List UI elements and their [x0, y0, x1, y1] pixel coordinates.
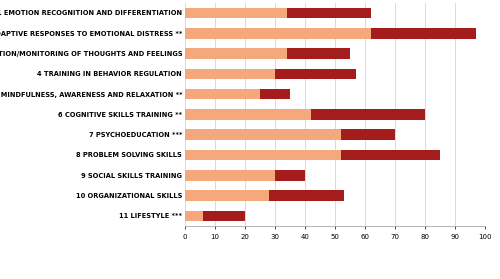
Bar	[185, 28, 476, 39]
Bar	[185, 48, 350, 59]
Bar	[185, 150, 341, 160]
Bar	[185, 190, 269, 201]
Bar	[185, 190, 344, 201]
Legend: WINNING EXTERNALIZING (N=64), EXTERNALIZING ALL TRIALS (N=110): WINNING EXTERNALIZING (N=64), EXTERNALIZ…	[186, 278, 484, 279]
Bar	[185, 170, 305, 181]
Bar	[185, 48, 287, 59]
Bar	[185, 8, 287, 18]
Bar	[185, 129, 341, 140]
Bar	[185, 69, 356, 79]
Bar	[185, 69, 275, 79]
Bar	[185, 89, 260, 99]
Bar	[185, 211, 203, 221]
Bar	[185, 150, 440, 160]
Bar	[185, 129, 395, 140]
Bar	[185, 109, 425, 120]
Bar	[185, 170, 275, 181]
Bar	[185, 109, 311, 120]
Bar	[185, 89, 290, 99]
Bar	[185, 28, 371, 39]
Bar	[185, 8, 371, 18]
Bar	[185, 211, 245, 221]
